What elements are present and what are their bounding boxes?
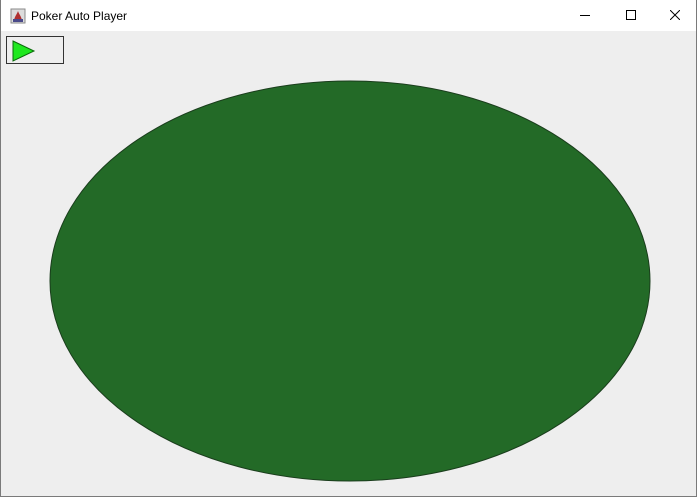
maximize-icon <box>626 7 636 25</box>
close-button[interactable] <box>652 0 696 31</box>
table-felt <box>49 80 651 482</box>
title-bar[interactable]: Poker Auto Player <box>1 0 696 31</box>
game-panel <box>1 31 696 496</box>
poker-table <box>49 80 651 482</box>
maximize-button[interactable] <box>608 0 654 31</box>
minimize-icon <box>580 7 590 25</box>
window-title: Poker Auto Player <box>31 9 128 23</box>
minimize-button[interactable] <box>562 0 608 31</box>
java-app-icon[interactable] <box>10 8 26 24</box>
play-button[interactable] <box>6 36 64 64</box>
close-icon <box>669 7 681 25</box>
